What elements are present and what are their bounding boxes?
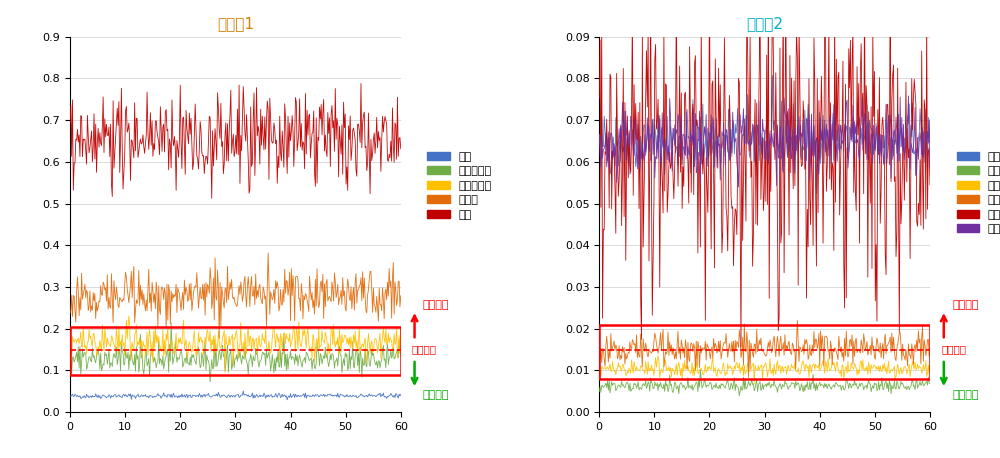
Bar	[599, 325, 930, 379]
Text: 可能原因: 可能原因	[423, 300, 449, 310]
Legend: 支架, 下層, 磁流體水平, 磁流體垂直, 減速機, 馬達: 支架, 下層, 磁流體水平, 磁流體垂直, 減速機, 馬達	[952, 147, 1000, 239]
Legend: 下層, 磁流體水平, 磁流體垂直, 減速機, 馬達: 下層, 磁流體水平, 磁流體垂直, 減速機, 馬達	[423, 147, 496, 224]
Bar	[70, 327, 401, 375]
Text: 原因排除: 原因排除	[423, 390, 449, 400]
Title: 長晶爐1: 長晶爐1	[217, 16, 254, 31]
Text: 可能原因: 可能原因	[952, 300, 979, 310]
Text: 調查目標: 調查目標	[941, 344, 966, 354]
Title: 長晶爐2: 長晶爐2	[746, 16, 783, 31]
Text: 原因排除: 原因排除	[952, 390, 979, 400]
Text: 調查目標: 調查目標	[412, 344, 437, 354]
